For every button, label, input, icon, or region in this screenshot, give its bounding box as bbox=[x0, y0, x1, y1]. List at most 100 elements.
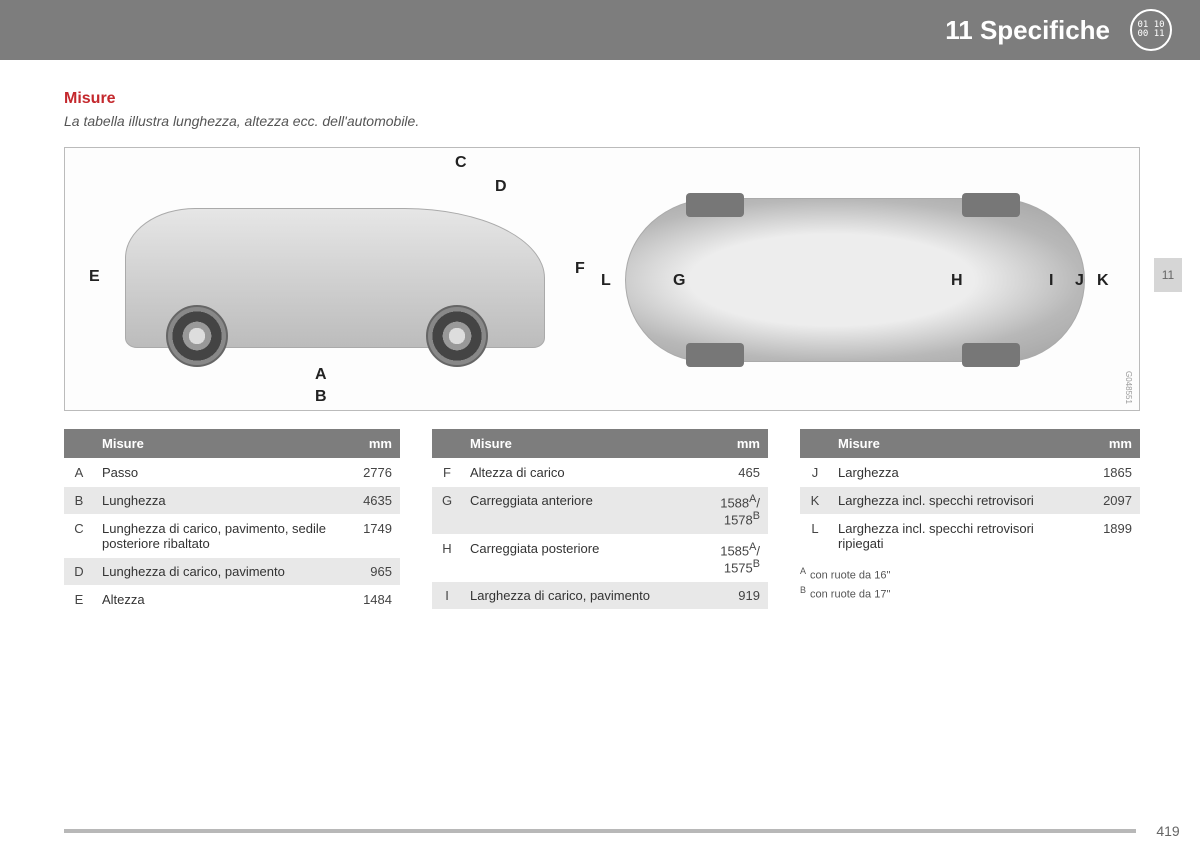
row-letter: E bbox=[64, 585, 94, 613]
row-value: 1585A/1575B bbox=[704, 534, 768, 582]
th-measure: Misure bbox=[94, 429, 336, 459]
page-number: 419 bbox=[1136, 823, 1200, 839]
tire-icon bbox=[962, 193, 1020, 217]
th-measure: Misure bbox=[462, 429, 704, 459]
row-letter: D bbox=[64, 557, 94, 585]
row-label: Carreggiata posteriore bbox=[462, 534, 704, 582]
diagram-code: G048551 bbox=[1124, 371, 1133, 404]
row-label: Altezza bbox=[94, 585, 336, 613]
th-blank bbox=[800, 429, 830, 459]
dim-label-e: E bbox=[89, 268, 100, 286]
table-row: DLunghezza di carico, pavimento965 bbox=[64, 557, 400, 585]
row-letter: L bbox=[800, 514, 830, 557]
binary-icon: 01 10 00 11 bbox=[1130, 9, 1172, 51]
row-value: 465 bbox=[704, 458, 768, 486]
dim-label-f: F bbox=[575, 260, 585, 278]
row-label: Carreggiata anteriore bbox=[462, 486, 704, 534]
section-subtitle: La tabella illustra lunghezza, altezza e… bbox=[64, 112, 424, 131]
tbody-3: JLarghezza1865KLarghezza incl. specchi r… bbox=[800, 458, 1140, 557]
tire-icon bbox=[962, 343, 1020, 367]
chapter-tab: 11 bbox=[1154, 258, 1182, 292]
table-row: LLarghezza incl. specchi retrovisori rip… bbox=[800, 514, 1140, 557]
row-value: 2097 bbox=[1076, 486, 1140, 514]
table-row: JLarghezza1865 bbox=[800, 458, 1140, 486]
measure-table-3: Misure mm JLarghezza1865KLarghezza incl.… bbox=[800, 429, 1140, 557]
header-title: 11 Specifiche bbox=[945, 15, 1110, 46]
dim-label-i: I bbox=[1049, 272, 1053, 290]
measure-table-2: Misure mm FAltezza di carico465GCarreggi… bbox=[432, 429, 768, 609]
table-row: GCarreggiata anteriore1588A/1578B bbox=[432, 486, 768, 534]
row-letter: G bbox=[432, 486, 462, 534]
row-letter: K bbox=[800, 486, 830, 514]
table-row: APasso2776 bbox=[64, 458, 400, 486]
row-label: Larghezza incl. specchi retrovisori bbox=[830, 486, 1076, 514]
row-value: 965 bbox=[336, 557, 400, 585]
row-value: 1899 bbox=[1076, 514, 1140, 557]
table-row: CLunghezza di carico, pavimento, sedile … bbox=[64, 514, 400, 557]
front-wheel-icon bbox=[166, 305, 228, 367]
th-mm: mm bbox=[1076, 429, 1140, 459]
row-letter: B bbox=[64, 486, 94, 514]
row-label: Larghezza di carico, pavimento bbox=[462, 582, 704, 610]
th-blank bbox=[432, 429, 462, 459]
rear-wheel-icon bbox=[426, 305, 488, 367]
th-measure: Misure bbox=[830, 429, 1076, 459]
row-value: 4635 bbox=[336, 486, 400, 514]
tire-icon bbox=[686, 193, 744, 217]
table-row: EAltezza1484 bbox=[64, 585, 400, 613]
th-mm: mm bbox=[704, 429, 768, 459]
tire-icon bbox=[686, 343, 744, 367]
th-mm: mm bbox=[336, 429, 400, 459]
row-label: Altezza di carico bbox=[462, 458, 704, 486]
row-value: 1588A/1578B bbox=[704, 486, 768, 534]
row-value: 1484 bbox=[336, 585, 400, 613]
tables-row: Misure mm APasso2776BLunghezza4635CLungh… bbox=[64, 429, 1140, 613]
dim-label-j: J bbox=[1075, 272, 1084, 290]
row-value: 1865 bbox=[1076, 458, 1140, 486]
tbody-1: APasso2776BLunghezza4635CLunghezza di ca… bbox=[64, 458, 400, 613]
footer-line bbox=[64, 829, 1136, 833]
dimensions-diagram: A B C D E F G H I J K L G048551 bbox=[64, 147, 1140, 411]
dim-label-g: G bbox=[673, 272, 685, 290]
dim-label-c: C bbox=[455, 154, 467, 172]
car-side-view bbox=[125, 208, 545, 348]
row-label: Lunghezza di carico, pavimento, sedile p… bbox=[94, 514, 336, 557]
row-value: 919 bbox=[704, 582, 768, 610]
dim-label-b: B bbox=[315, 388, 327, 406]
row-letter: H bbox=[432, 534, 462, 582]
row-label: Lunghezza di carico, pavimento bbox=[94, 557, 336, 585]
row-label: Larghezza incl. specchi retrovisori ripi… bbox=[830, 514, 1076, 557]
car-top-view bbox=[625, 198, 1085, 362]
tbody-2: FAltezza di carico465GCarreggiata anteri… bbox=[432, 458, 768, 609]
table-row: ILarghezza di carico, pavimento919 bbox=[432, 582, 768, 610]
row-value: 1749 bbox=[336, 514, 400, 557]
row-letter: J bbox=[800, 458, 830, 486]
dim-label-a: A bbox=[315, 366, 327, 384]
footnote-b: Bcon ruote da 17" bbox=[800, 584, 1140, 603]
dim-label-h: H bbox=[951, 272, 963, 290]
dim-label-l: L bbox=[601, 272, 611, 290]
row-label: Larghezza bbox=[830, 458, 1076, 486]
table-row: FAltezza di carico465 bbox=[432, 458, 768, 486]
footnotes: Acon ruote da 16" Bcon ruote da 17" bbox=[800, 565, 1140, 603]
row-letter: F bbox=[432, 458, 462, 486]
footnote-a: Acon ruote da 16" bbox=[800, 565, 1140, 584]
col3-wrapper: Misure mm JLarghezza1865KLarghezza incl.… bbox=[800, 429, 1140, 603]
row-label: Passo bbox=[94, 458, 336, 486]
row-letter: I bbox=[432, 582, 462, 610]
page-content: Misure La tabella illustra lunghezza, al… bbox=[0, 60, 1200, 613]
th-blank bbox=[64, 429, 94, 459]
footer: 419 bbox=[0, 817, 1200, 845]
measure-table-1: Misure mm APasso2776BLunghezza4635CLungh… bbox=[64, 429, 400, 613]
row-letter: C bbox=[64, 514, 94, 557]
icon-bottom: 00 11 bbox=[1137, 30, 1164, 39]
section-title: Misure bbox=[64, 90, 1140, 108]
table-row: BLunghezza4635 bbox=[64, 486, 400, 514]
row-letter: A bbox=[64, 458, 94, 486]
row-value: 2776 bbox=[336, 458, 400, 486]
table-row: HCarreggiata posteriore1585A/1575B bbox=[432, 534, 768, 582]
row-label: Lunghezza bbox=[94, 486, 336, 514]
header-bar: 11 Specifiche 01 10 00 11 bbox=[0, 0, 1200, 60]
table-row: KLarghezza incl. specchi retrovisori2097 bbox=[800, 486, 1140, 514]
dim-label-d: D bbox=[495, 178, 507, 196]
